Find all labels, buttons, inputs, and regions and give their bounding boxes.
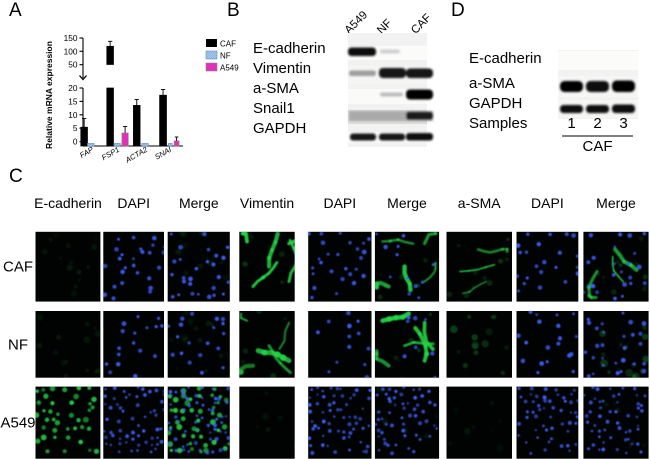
svg-text:E-cadherin: E-cadherin <box>34 195 102 211</box>
svg-text:NF: NF <box>8 336 28 353</box>
svg-text:a-SMA: a-SMA <box>458 195 501 211</box>
svg-text:DAPI: DAPI <box>531 195 564 211</box>
svg-text:DAPI: DAPI <box>117 195 150 211</box>
svg-text:Merge: Merge <box>179 195 219 211</box>
svg-text:Vimentin: Vimentin <box>240 195 294 211</box>
svg-text:A549: A549 <box>0 415 35 432</box>
svg-text:Merge: Merge <box>596 195 636 211</box>
svg-text:CAF: CAF <box>3 259 33 276</box>
svg-text:Merge: Merge <box>387 195 427 211</box>
svg-text:DAPI: DAPI <box>323 195 356 211</box>
